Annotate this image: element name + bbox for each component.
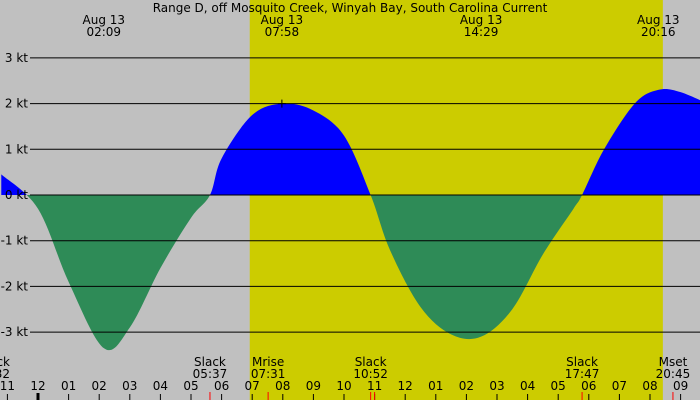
hour-tick-label: 09 bbox=[306, 379, 321, 393]
y-tick-label: 3 kt bbox=[5, 51, 28, 65]
hour-tick-label: 08 bbox=[275, 379, 290, 393]
hour-tick-label: 02 bbox=[92, 379, 107, 393]
bottom-event-label: ack bbox=[0, 355, 10, 369]
hour-tick-label: 07 bbox=[612, 379, 627, 393]
bottom-event-label: Slack bbox=[355, 355, 387, 369]
top-event-date: Aug 13 bbox=[83, 13, 126, 27]
hour-tick-label: 06 bbox=[581, 379, 596, 393]
bottom-event-time: 20:45 bbox=[656, 367, 691, 381]
hour-tick-label: 10 bbox=[336, 379, 351, 393]
hour-tick-label: 01 bbox=[61, 379, 76, 393]
top-event-date: Aug 13 bbox=[637, 13, 680, 27]
bottom-event-label: Mrise bbox=[252, 355, 284, 369]
hour-tick-label: 05 bbox=[551, 379, 566, 393]
hour-tick-label: 07 bbox=[245, 379, 260, 393]
top-event-time: 14:29 bbox=[464, 25, 499, 39]
peak-marker bbox=[277, 99, 286, 108]
y-gridlines bbox=[30, 57, 700, 333]
hour-axis: 11 12 01 02 03 04 05 06 07 08 09 10 11 12 01 02 03 04 05 06… bbox=[0, 379, 688, 400]
hour-tick-label: 09 bbox=[673, 379, 688, 393]
y-tick-label: 0 kt bbox=[5, 188, 28, 202]
flood-current-area bbox=[1, 88, 700, 195]
y-tick-label: 1 kt bbox=[5, 142, 28, 156]
y-tick-label: -1 kt bbox=[1, 234, 29, 248]
bottom-event-time: 07:31 bbox=[251, 367, 286, 381]
y-tick-label: -3 kt bbox=[1, 325, 29, 339]
y-tick-labels: 3 kt 2 kt 1 kt 0 kt -1 kt -2 kt -3 kt bbox=[1, 51, 29, 339]
y-tick-label: 2 kt bbox=[5, 97, 28, 111]
y-tick-label: -2 kt bbox=[1, 279, 29, 293]
ebb-current-area bbox=[1, 195, 700, 350]
hour-tick-label: 04 bbox=[153, 379, 168, 393]
hour-tick-label: 03 bbox=[122, 379, 137, 393]
hour-tick-label: 02 bbox=[459, 379, 474, 393]
bottom-event-time: 17:47 bbox=[565, 367, 600, 381]
hour-tick-label: 04 bbox=[520, 379, 535, 393]
hour-tick-label: 11 bbox=[367, 379, 382, 393]
top-event-time: 02:09 bbox=[86, 25, 121, 39]
current-areas bbox=[1, 88, 700, 350]
top-event-date: Aug 13 bbox=[261, 13, 304, 27]
bottom-event-time: 32 bbox=[0, 367, 10, 381]
chart-title: Range D, off Mosquito Creek, Winyah Bay,… bbox=[153, 1, 548, 15]
bottom-event-label: Slack bbox=[194, 355, 226, 369]
hour-tick-label: 06 bbox=[214, 379, 229, 393]
top-event-time: 07:58 bbox=[265, 25, 300, 39]
bottom-event-time: 10:52 bbox=[353, 367, 388, 381]
hour-tick-label: 11 bbox=[0, 379, 15, 393]
bottom-event-labels: ack32Slack05:37Mrise07:31Slack10:52Slack… bbox=[0, 355, 690, 381]
hour-tick-label: 12 bbox=[30, 379, 45, 393]
bottom-event-label: Slack bbox=[566, 355, 598, 369]
bottom-event-label: Mset bbox=[659, 355, 688, 369]
bottom-event-time: 05:37 bbox=[193, 367, 228, 381]
hour-tick-label: 03 bbox=[489, 379, 504, 393]
top-event-time: 20:16 bbox=[641, 25, 676, 39]
hour-tick-label: 01 bbox=[428, 379, 443, 393]
hour-tick-label: 05 bbox=[183, 379, 198, 393]
hour-tick-label: 12 bbox=[398, 379, 413, 393]
top-event-date: Aug 13 bbox=[460, 13, 503, 27]
hour-tick-label: 08 bbox=[642, 379, 657, 393]
